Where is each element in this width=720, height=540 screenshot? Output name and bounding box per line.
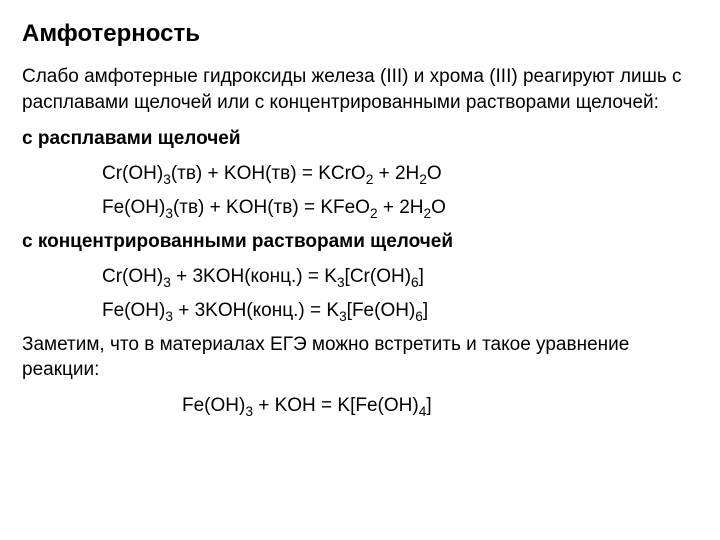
eq3-tail: ] — [419, 266, 424, 287]
eq3-mid1: + 3KOH(конц.) = K — [171, 266, 337, 287]
eq3-s1: 3 — [163, 275, 171, 290]
note-paragraph: Заметим, что в материалах ЕГЭ можно встр… — [22, 332, 698, 383]
eq1-mid2: + 2H — [373, 163, 419, 184]
eq4-mid1: + 3KOH(конц.) = K — [173, 300, 339, 321]
eq5-pre: Fe(OH) — [182, 395, 245, 416]
equation-3: Cr(OH)3 + 3KOH(конц.) = K3[Cr(OH)6] — [102, 264, 698, 290]
eq1-pre: Cr(OH) — [102, 163, 163, 184]
eq4-tail: ] — [423, 300, 428, 321]
eq4-mid2: [Fe(OH) — [347, 300, 416, 321]
eq1-tail: O — [427, 163, 442, 184]
equation-4: Fe(OH)3 + 3KOH(конц.) = K3[Fe(OH)6] — [102, 298, 698, 324]
eq1-s1: 3 — [163, 172, 171, 187]
eq1-mid1: (тв) + KOH(тв) = KCrO — [171, 163, 366, 184]
eq2-mid2: + 2H — [378, 197, 424, 218]
eq3-s2: 3 — [337, 275, 345, 290]
eq1-s3: 2 — [419, 172, 427, 187]
eq3-s3: 6 — [411, 275, 419, 290]
eq2-s1: 3 — [165, 206, 173, 221]
eq2-s2: 2 — [370, 206, 378, 221]
eq2-s3: 2 — [424, 206, 432, 221]
eq5-s1: 3 — [245, 404, 253, 419]
conc-header: с концентрированными растворами щелочей — [22, 229, 698, 255]
eq4-s1: 3 — [165, 309, 173, 324]
melts-header: с расплавами щелочей — [22, 126, 698, 152]
equation-2: Fe(OH)3(тв) + KOH(тв) = KFeO2 + 2H2O — [102, 195, 698, 221]
eq2-tail: O — [431, 197, 446, 218]
equation-1: Cr(OH)3(тв) + KOH(тв) = KCrO2 + 2H2O — [102, 161, 698, 187]
eq2-mid1: (тв) + KOH(тв) = KFeO — [173, 197, 370, 218]
eq3-pre: Cr(OH) — [102, 266, 163, 287]
page-title: Амфотерность — [22, 18, 698, 50]
eq4-pre: Fe(OH) — [102, 300, 165, 321]
equation-5: Fe(OH)3 + KOH = K[Fe(OH)4] — [182, 393, 698, 419]
eq4-s2: 3 — [339, 309, 347, 324]
eq2-pre: Fe(OH) — [102, 197, 165, 218]
eq5-mid1: + KOH = K[Fe(OH) — [253, 395, 419, 416]
eq5-tail: ] — [426, 395, 431, 416]
intro-paragraph: Слабо амфотерные гидроксиды железа (III)… — [22, 64, 698, 115]
eq3-mid2: [Cr(OH) — [345, 266, 411, 287]
eq4-s3: 6 — [415, 309, 423, 324]
